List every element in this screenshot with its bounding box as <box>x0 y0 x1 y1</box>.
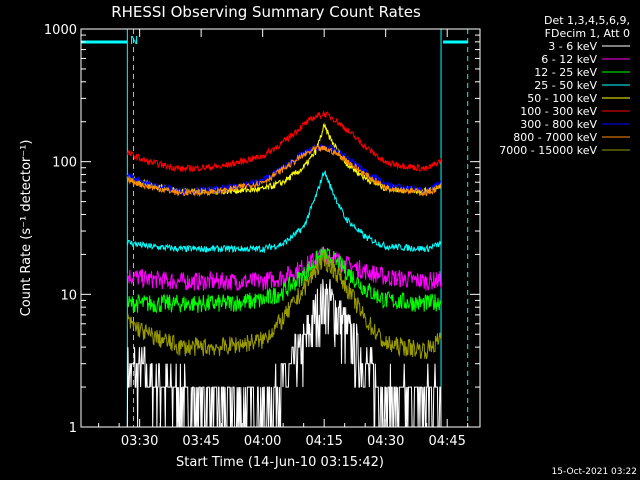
legend-entry: 25 - 50 keV <box>534 79 597 92</box>
series-line <box>126 110 442 172</box>
x-tick-label: 04:15 <box>305 434 342 449</box>
legend-header: Det 1,3,4,5,6,9, <box>544 14 630 27</box>
flag-layer <box>81 29 469 427</box>
y-tick-label: 10 <box>60 288 77 303</box>
legend-entry: 12 - 25 keV <box>534 66 597 79</box>
plot-frame <box>80 28 481 428</box>
flag-marker-label: N <box>130 34 138 47</box>
y-tick-label: 1000 <box>44 23 77 38</box>
legend-entry: 3 - 6 keV <box>548 40 597 53</box>
series-line <box>126 251 442 360</box>
timestamp: 15-Oct-2021 03:22 <box>552 467 637 477</box>
x-axis: 03:30 03:45 04:00 04:15 04:30 04:45 <box>98 29 469 449</box>
x-tick-label: 03:45 <box>182 434 219 449</box>
x-tick-label: 04:45 <box>428 434 465 449</box>
series-line <box>126 122 442 195</box>
x-tick-label: 03:30 <box>121 434 158 449</box>
legend-entry: 800 - 7000 keV <box>513 131 597 144</box>
legend-header: FDecim 1, Att 0 <box>545 27 630 40</box>
x-tick-label: 04:30 <box>367 434 404 449</box>
series-line <box>126 170 442 254</box>
series-line <box>126 246 442 314</box>
series-line <box>126 143 442 196</box>
x-tick-label: 04:00 <box>244 434 281 449</box>
legend-entry: 7000 - 15000 keV <box>499 144 597 157</box>
series-layer <box>126 110 442 428</box>
y-axis: 1 10 100 1000 <box>44 23 480 436</box>
y-tick-label: 100 <box>52 156 77 171</box>
legend-entry: 6 - 12 keV <box>541 53 597 66</box>
legend: Det 1,3,4,5,6,9,FDecim 1, Att 03 - 6 keV… <box>499 14 630 157</box>
legend-entry: 300 - 800 keV <box>520 118 597 131</box>
chart-title: RHESSI Observing Summary Count Rates <box>111 3 421 21</box>
x-axis-label: Start Time (14-Jun-10 03:15:42) <box>176 455 384 470</box>
series-line <box>126 144 442 198</box>
y-tick-label: 1 <box>69 421 77 436</box>
legend-entry: 100 - 300 keV <box>520 105 597 118</box>
legend-entry: 50 - 100 keV <box>527 92 597 105</box>
y-axis-label: Count Rate (s⁻¹ detector⁻¹) <box>19 140 34 317</box>
